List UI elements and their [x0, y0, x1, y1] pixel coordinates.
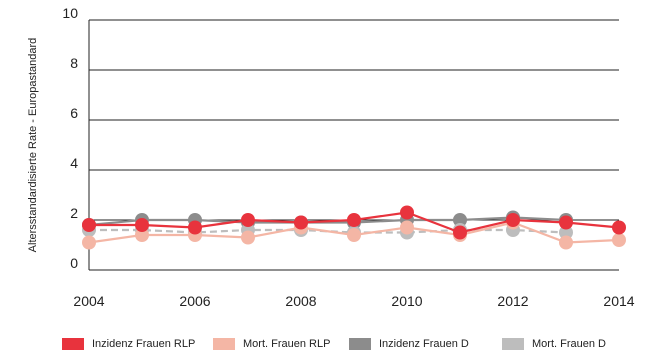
legend: Inzidenz Frauen RLP Mort. Frauen RLP Inz…	[0, 338, 653, 363]
y-tick-label: 10	[62, 5, 78, 21]
data-point	[135, 228, 149, 242]
line-chart: 0 2 4 6 8 10 2004 2006 2008 2010 2012 2014 Altersst…	[27, 5, 635, 309]
legend-item-mort-rlp: Mort. Frauen RLP	[213, 338, 330, 350]
data-point	[135, 218, 149, 232]
y-tick-label: 8	[70, 55, 78, 71]
legend-swatch	[62, 338, 84, 350]
y-tick-label: 6	[70, 105, 78, 121]
y-tick-label: 0	[70, 255, 78, 271]
data-point	[82, 218, 96, 232]
series-layer	[82, 205, 626, 250]
y-axis-label: Altersstandardisierte Rate - Europastand…	[27, 38, 39, 253]
x-tick-label: 2008	[285, 293, 316, 309]
data-point	[82, 235, 96, 250]
data-point	[347, 228, 361, 242]
y-tick-label: 2	[70, 205, 78, 221]
data-point	[453, 213, 467, 227]
legend-label: Inzidenz Frauen D	[379, 338, 469, 350]
x-tick-label: 2012	[497, 293, 528, 309]
legend-swatch	[349, 338, 371, 350]
legend-label: Mort. Frauen D	[532, 338, 606, 350]
x-tick-label: 2010	[391, 293, 422, 309]
x-tick-label: 2006	[179, 293, 210, 309]
tick-labels: 0 2 4 6 8 10 2004 2006 2008 2010 2012 2014	[62, 5, 634, 309]
y-tick-label: 4	[70, 155, 78, 171]
data-point	[241, 213, 255, 227]
legend-swatch	[502, 338, 524, 350]
data-point	[294, 215, 308, 230]
data-point	[559, 215, 573, 230]
data-point	[559, 235, 573, 250]
data-point	[188, 220, 202, 235]
data-point	[612, 233, 626, 247]
legend-label: Inzidenz Frauen RLP	[92, 338, 196, 350]
legend-label: Mort. Frauen RLP	[243, 338, 331, 350]
data-point	[559, 225, 573, 240]
series-line	[89, 228, 567, 234]
legend-item-inzidenz-d: Inzidenz Frauen D	[349, 338, 469, 350]
x-tick-label: 2004	[73, 293, 104, 309]
data-point	[400, 205, 414, 220]
legend-item-inzidenz-rlp: Inzidenz Frauen RLP	[62, 338, 195, 350]
x-tick-label: 2014	[603, 293, 634, 309]
series-inzidenz-frauen-rlp	[82, 205, 626, 240]
data-point	[453, 225, 467, 240]
legend-swatch	[213, 338, 235, 350]
data-point	[241, 230, 255, 245]
series-line	[88, 216, 567, 227]
data-point	[347, 213, 361, 227]
legend-item-mort-d: Mort. Frauen D	[502, 338, 606, 350]
data-point	[612, 220, 626, 235]
data-point	[506, 213, 520, 227]
data-point	[400, 220, 414, 235]
